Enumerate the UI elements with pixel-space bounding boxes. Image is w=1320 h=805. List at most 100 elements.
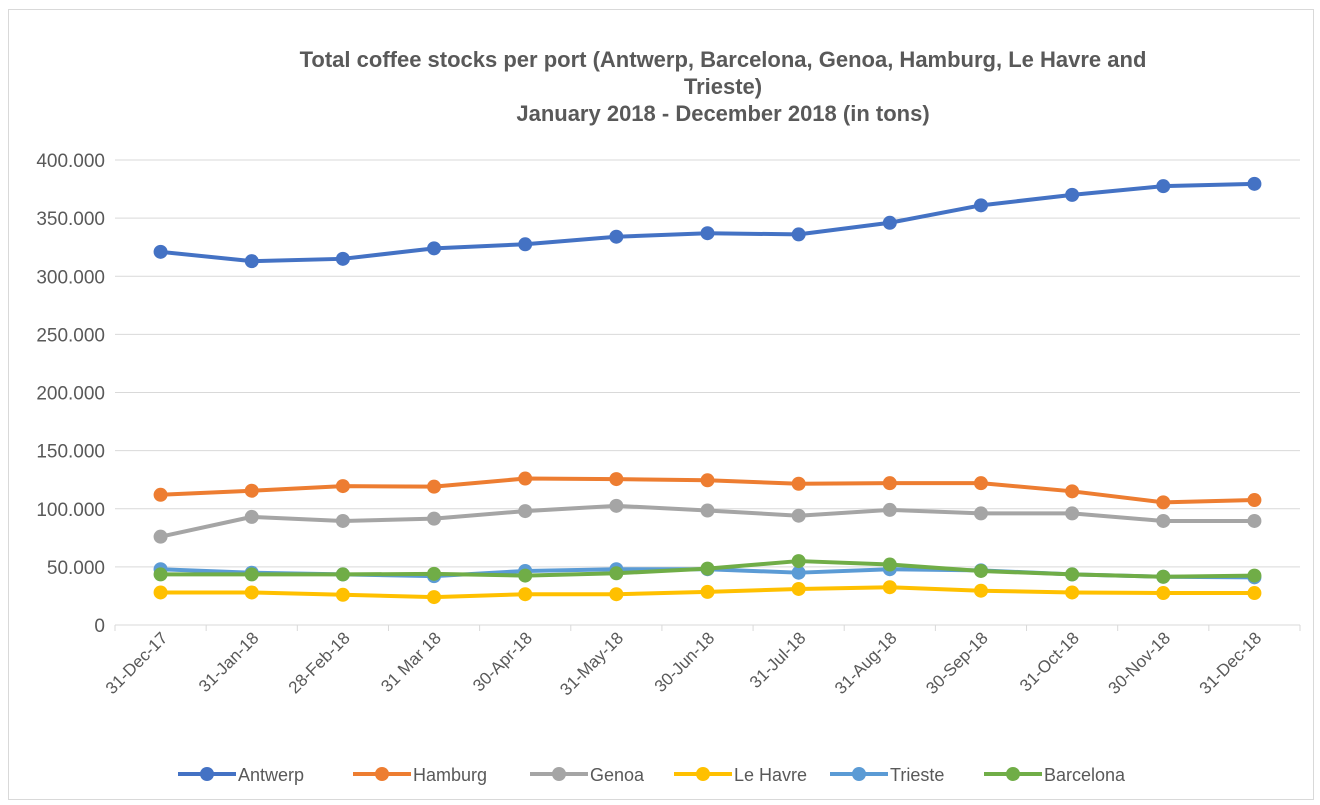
y-tick-label: 250.000 [36, 325, 105, 346]
x-tick-label: 28-Feb-18 [285, 628, 354, 697]
data-point-le-havre [153, 585, 168, 600]
x-axis: 31-Dec-17 31-Jan-18 28-Feb-18 31 Mar 18 30-A… [102, 625, 1301, 699]
data-point-genoa [609, 498, 624, 513]
data-point-antwerp [700, 226, 715, 241]
data-point-hamburg [973, 476, 988, 491]
y-axis: 0 50.000 100.000 150.000 200.000 250.000 300.0… [36, 151, 105, 637]
legend-label: Barcelona [1044, 765, 1126, 785]
data-point-trieste [791, 565, 806, 580]
legend-label: Genoa [590, 765, 645, 785]
data-point-genoa [791, 508, 806, 523]
data-point-hamburg [609, 472, 624, 487]
data-point-barcelona [882, 557, 897, 572]
data-point-barcelona [427, 566, 442, 581]
data-point-le-havre [609, 587, 624, 602]
x-tick-label: 31-May-18 [556, 628, 627, 699]
x-tick-label: 31 Mar 18 [377, 628, 445, 696]
legend-label: Hamburg [413, 765, 487, 785]
data-point-le-havre [791, 581, 806, 596]
legend-swatch-marker [200, 767, 214, 781]
chart-frame [8, 9, 1314, 800]
data-point-genoa [1065, 506, 1080, 521]
chart-title-line-2: Trieste) [684, 74, 762, 99]
data-point-genoa [882, 502, 897, 517]
data-point-antwerp [1247, 176, 1262, 191]
legend-item-le-havre: Le Havre [674, 765, 807, 785]
data-point-genoa [335, 513, 350, 528]
data-point-barcelona [153, 567, 168, 582]
series-hamburg [153, 471, 1262, 510]
data-point-antwerp [335, 251, 350, 266]
data-point-hamburg [1247, 493, 1262, 508]
data-point-barcelona [335, 567, 350, 582]
legend-item-trieste: Trieste [830, 765, 944, 785]
data-point-le-havre [427, 590, 442, 605]
data-point-genoa [973, 506, 988, 521]
legend-swatch-marker [552, 767, 566, 781]
data-point-barcelona [244, 567, 259, 582]
legend-label: Trieste [890, 765, 944, 785]
legend-label: Le Havre [734, 765, 807, 785]
chart-title: Total coffee stocks per port (Antwerp, B… [300, 47, 1147, 126]
data-point-hamburg [518, 471, 533, 486]
legend-swatch-marker [375, 767, 389, 781]
data-point-antwerp [244, 254, 259, 269]
data-point-genoa [153, 529, 168, 544]
legend-swatch-marker [696, 767, 710, 781]
data-point-le-havre [1247, 586, 1262, 601]
y-tick-label: 150.000 [36, 442, 105, 463]
data-point-le-havre [335, 587, 350, 602]
legend-item-hamburg: Hamburg [353, 765, 487, 785]
data-point-le-havre [700, 584, 715, 599]
data-point-antwerp [791, 227, 806, 242]
x-tick-label: 30-Nov-18 [1105, 628, 1175, 698]
data-point-genoa [427, 511, 442, 526]
series-line-antwerp [158, 181, 1257, 264]
data-point-genoa [700, 503, 715, 518]
data-point-antwerp [153, 244, 168, 259]
y-tick-label: 200.000 [36, 384, 105, 405]
data-point-genoa [1156, 513, 1171, 528]
series-antwerp [153, 176, 1262, 269]
data-point-barcelona [518, 568, 533, 583]
data-point-le-havre [518, 587, 533, 602]
data-point-genoa [518, 504, 533, 519]
chart-title-line-3: January 2018 - December 2018 (in tons) [516, 101, 929, 126]
legend-swatch-marker [1006, 767, 1020, 781]
data-point-antwerp [518, 237, 533, 252]
y-tick-label: 350.000 [36, 209, 105, 230]
legend-item-genoa: Genoa [530, 765, 645, 785]
y-tick-label: 100.000 [36, 500, 105, 521]
data-point-barcelona [700, 561, 715, 576]
data-point-antwerp [427, 241, 442, 256]
data-point-hamburg [335, 479, 350, 494]
data-point-hamburg [1156, 495, 1171, 510]
data-point-hamburg [700, 473, 715, 488]
series-genoa [153, 498, 1262, 544]
x-tick-label: 31-Dec-18 [1196, 628, 1266, 698]
x-tick-label: 31-Aug-18 [831, 628, 901, 698]
x-tick-label: 31-Dec-17 [102, 628, 172, 698]
data-point-barcelona [1247, 568, 1262, 583]
series-barcelona [153, 554, 1262, 584]
data-point-barcelona [1156, 569, 1171, 584]
legend-item-antwerp: Antwerp [178, 765, 304, 785]
y-tick-label: 50.000 [47, 558, 105, 579]
data-point-hamburg [153, 487, 168, 502]
data-point-le-havre [973, 583, 988, 598]
legend: Antwerp Hamburg Genoa Le Havre Trieste Barcel… [178, 765, 1126, 785]
data-point-hamburg [427, 479, 442, 494]
x-tick-label: 30-Apr-18 [469, 628, 536, 695]
gridlines [115, 159, 1300, 626]
data-point-genoa [244, 509, 259, 524]
x-tick-label: 30-Jun-18 [651, 628, 719, 696]
data-point-le-havre [1065, 585, 1080, 600]
data-point-barcelona [1065, 567, 1080, 582]
data-point-genoa [1247, 513, 1262, 528]
legend-swatch-marker [852, 767, 866, 781]
y-tick-label: 0 [94, 616, 105, 637]
x-tick-label: 31-Jul-18 [746, 628, 810, 692]
data-point-barcelona [791, 554, 806, 569]
data-point-hamburg [791, 476, 806, 491]
